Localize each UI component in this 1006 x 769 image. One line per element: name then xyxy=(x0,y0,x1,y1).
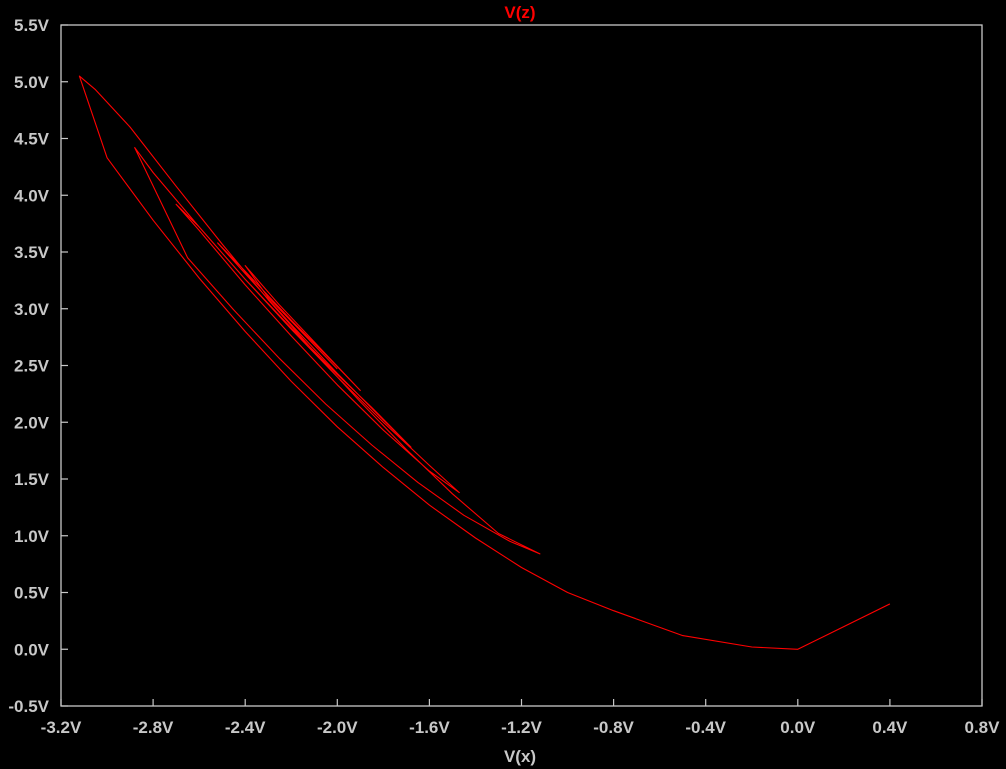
y-tick-label: 3.5V xyxy=(14,243,50,262)
x-axis-title[interactable]: V(x) xyxy=(504,747,536,766)
x-tick-label: -2.8V xyxy=(133,718,174,737)
trace-title[interactable]: V(z) xyxy=(504,3,535,22)
y-tick-label: -0.5V xyxy=(8,697,49,716)
x-tick-label: -0.8V xyxy=(593,718,634,737)
x-tick-label: 0.4V xyxy=(872,718,908,737)
y-tick-label: 0.0V xyxy=(14,640,50,659)
x-tick-label: -1.6V xyxy=(409,718,450,737)
x-tick-label: -3.2V xyxy=(41,718,82,737)
x-tick-label: -2.4V xyxy=(225,718,266,737)
trace-group xyxy=(78,75,891,650)
x-tick-label: -2.0V xyxy=(317,718,358,737)
x-axis: -3.2V -2.8V -2.4V -2.0V -1.6V -1.2V -0.8V -0.4V… xyxy=(41,699,1000,737)
y-tick-label: 1.5V xyxy=(14,470,50,489)
y-tick-label: 5.5V xyxy=(14,16,50,35)
y-tick-label: 0.5V xyxy=(14,584,50,603)
x-tick-label: -1.2V xyxy=(501,718,542,737)
y-tick-label: 3.0V xyxy=(14,300,50,319)
trace-vz-line xyxy=(78,75,891,650)
y-tick-label: 2.5V xyxy=(14,357,50,376)
y-tick-label: 4.0V xyxy=(14,186,50,205)
y-tick-label: 5.0V xyxy=(14,73,50,92)
x-tick-label: 0.8V xyxy=(965,718,1001,737)
y-tick-label: 2.0V xyxy=(14,413,50,432)
y-tick-label: 4.5V xyxy=(14,130,50,149)
x-tick-label: 0.0V xyxy=(780,718,816,737)
x-tick-label: -0.4V xyxy=(685,718,726,737)
y-tick-label: 1.0V xyxy=(14,527,50,546)
y-axis: 5.5V 5.0V 4.5V 4.0V 3.5V 3.0V 2.5V 2.0V 1.5V 1.0V… xyxy=(8,16,68,716)
